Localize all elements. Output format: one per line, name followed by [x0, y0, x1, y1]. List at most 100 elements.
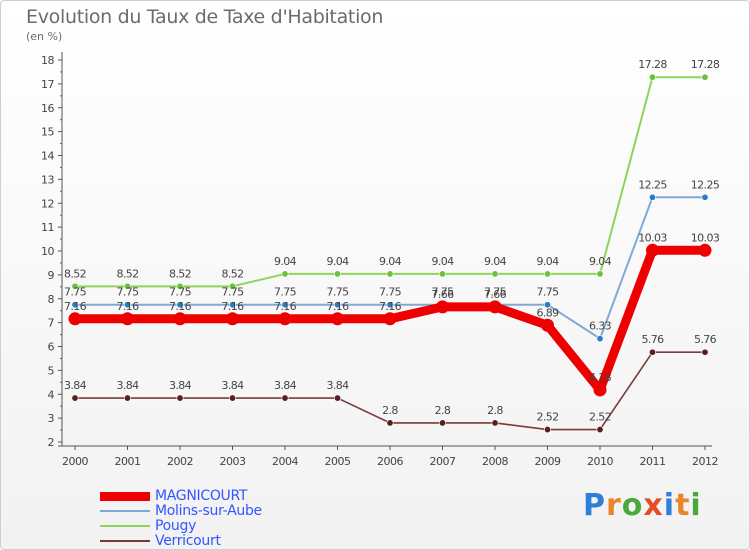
data-point-magnicourt: [173, 312, 187, 326]
legend-swatch: [100, 525, 150, 527]
x-tick-label: 2011: [640, 455, 666, 468]
logo-letter: i: [663, 488, 676, 523]
legend-label: Verricourt: [155, 533, 221, 549]
data-label-molins-sur-aube: 7.75: [379, 286, 402, 299]
y-tick-label: 6: [48, 341, 55, 354]
y-tick-label: 3: [48, 412, 55, 425]
data-point-verricourt: [333, 394, 341, 402]
data-label-magnicourt: 7.16: [326, 300, 349, 313]
logo-letter: t: [675, 488, 691, 523]
data-point-pougy: [543, 270, 551, 278]
data-label-pougy: 17.28: [638, 58, 667, 71]
y-tick-label: 18: [41, 54, 54, 67]
data-point-magnicourt: [278, 312, 292, 326]
data-label-pougy: 8.52: [169, 267, 191, 280]
legend-swatch: [100, 510, 150, 512]
x-tick-label: 2010: [587, 455, 613, 468]
data-label-magnicourt: 7.16: [64, 300, 87, 313]
data-point-molins-sur-aube: [596, 335, 604, 343]
data-point-verricourt: [596, 426, 604, 434]
unit-label: (en %): [26, 30, 63, 43]
x-tick-label: 2008: [482, 455, 508, 468]
data-label-molins-sur-aube: 7.75: [431, 286, 454, 299]
legend-label: MAGNICOURT: [155, 488, 248, 504]
legend-swatch: [100, 540, 150, 542]
data-point-magnicourt: [68, 312, 82, 326]
logo-letter: P: [583, 488, 606, 523]
logo-letter: r: [606, 488, 622, 523]
data-label-pougy: 8.52: [116, 267, 138, 280]
data-point-verricourt: [438, 419, 446, 427]
data-label-magnicourt: 7.66: [484, 288, 507, 301]
data-point-verricourt: [176, 394, 184, 402]
x-tick-label: 2004: [272, 455, 298, 468]
data-label-verricourt: 2.8: [435, 404, 451, 417]
data-point-pougy: [124, 282, 132, 290]
data-point-magnicourt: [488, 300, 502, 314]
data-label-pougy: 8.52: [221, 267, 243, 280]
data-point-pougy: [176, 282, 184, 290]
data-label-molins-sur-aube: 7.75: [326, 286, 349, 299]
data-label-molins-sur-aube: 12.25: [638, 178, 667, 191]
data-point-molins-sur-aube: [229, 301, 237, 309]
data-point-verricourt: [701, 348, 709, 356]
data-label-magnicourt: 10.03: [691, 231, 720, 244]
data-label-pougy: 9.04: [379, 255, 402, 268]
y-tick-label: 5: [48, 364, 55, 377]
data-label-magnicourt: 6.89: [536, 306, 559, 319]
data-point-verricourt: [124, 394, 132, 402]
data-point-molins-sur-aube: [648, 193, 656, 201]
data-label-magnicourt: 7.66: [431, 288, 454, 301]
chart-title: Evolution du Taux de Taxe d'Habitation: [26, 6, 384, 28]
data-label-verricourt: 2.52: [536, 411, 558, 424]
legend-label: Molins-sur-Aube: [155, 503, 262, 519]
data-label-verricourt: 3.84: [64, 379, 87, 392]
y-tick-label: 12: [41, 197, 54, 210]
data-point-pougy: [491, 270, 499, 278]
data-label-molins-sur-aube: 12.25: [691, 178, 720, 191]
y-tick-label: 7: [48, 317, 55, 330]
x-tick-label: 2003: [220, 455, 246, 468]
data-point-pougy: [333, 270, 341, 278]
data-point-magnicourt: [593, 383, 607, 397]
data-label-molins-sur-aube: 7.75: [221, 286, 244, 299]
data-label-molins-sur-aube: 7.75: [64, 286, 87, 299]
legend-swatch: [100, 491, 150, 501]
data-label-magnicourt: 7.16: [274, 300, 297, 313]
data-label-verricourt: 2.8: [487, 404, 503, 417]
data-label-verricourt: 3.84: [326, 379, 349, 392]
y-tick-label: 11: [41, 221, 54, 234]
data-label-molins-sur-aube: 7.75: [484, 286, 507, 299]
x-tick-label: 2007: [430, 455, 456, 468]
legend-label: Pougy: [155, 518, 197, 534]
data-point-verricourt: [386, 419, 394, 427]
data-point-verricourt: [281, 394, 289, 402]
data-point-magnicourt: [541, 318, 554, 332]
x-tick-label: 2001: [115, 455, 141, 468]
data-label-molins-sur-aube: 7.75: [274, 286, 297, 299]
logo-letter: o: [621, 488, 644, 523]
data-point-molins-sur-aube: [176, 301, 184, 309]
data-point-pougy: [648, 73, 656, 81]
data-label-magnicourt: 10.03: [638, 231, 667, 244]
x-tick-label: 2009: [535, 455, 561, 468]
data-point-molins-sur-aube: [71, 301, 79, 309]
data-label-pougy: 8.52: [64, 267, 86, 280]
x-tick-label: 2000: [62, 455, 88, 468]
y-tick-label: 8: [48, 293, 55, 306]
data-point-verricourt: [229, 394, 237, 402]
data-point-pougy: [596, 270, 604, 278]
data-point-pougy: [229, 282, 237, 290]
data-point-verricourt: [71, 394, 79, 402]
proxiti-logo: Proxiti: [583, 488, 702, 523]
data-label-magnicourt: 7.16: [221, 300, 244, 313]
data-point-magnicourt: [331, 312, 344, 326]
x-tick-label: 2012: [692, 455, 718, 468]
data-label-pougy: 9.04: [589, 255, 612, 268]
data-label-pougy: 9.04: [274, 255, 297, 268]
data-point-magnicourt: [383, 312, 397, 326]
data-point-magnicourt: [436, 300, 449, 314]
data-label-verricourt: 2.8: [382, 404, 398, 417]
